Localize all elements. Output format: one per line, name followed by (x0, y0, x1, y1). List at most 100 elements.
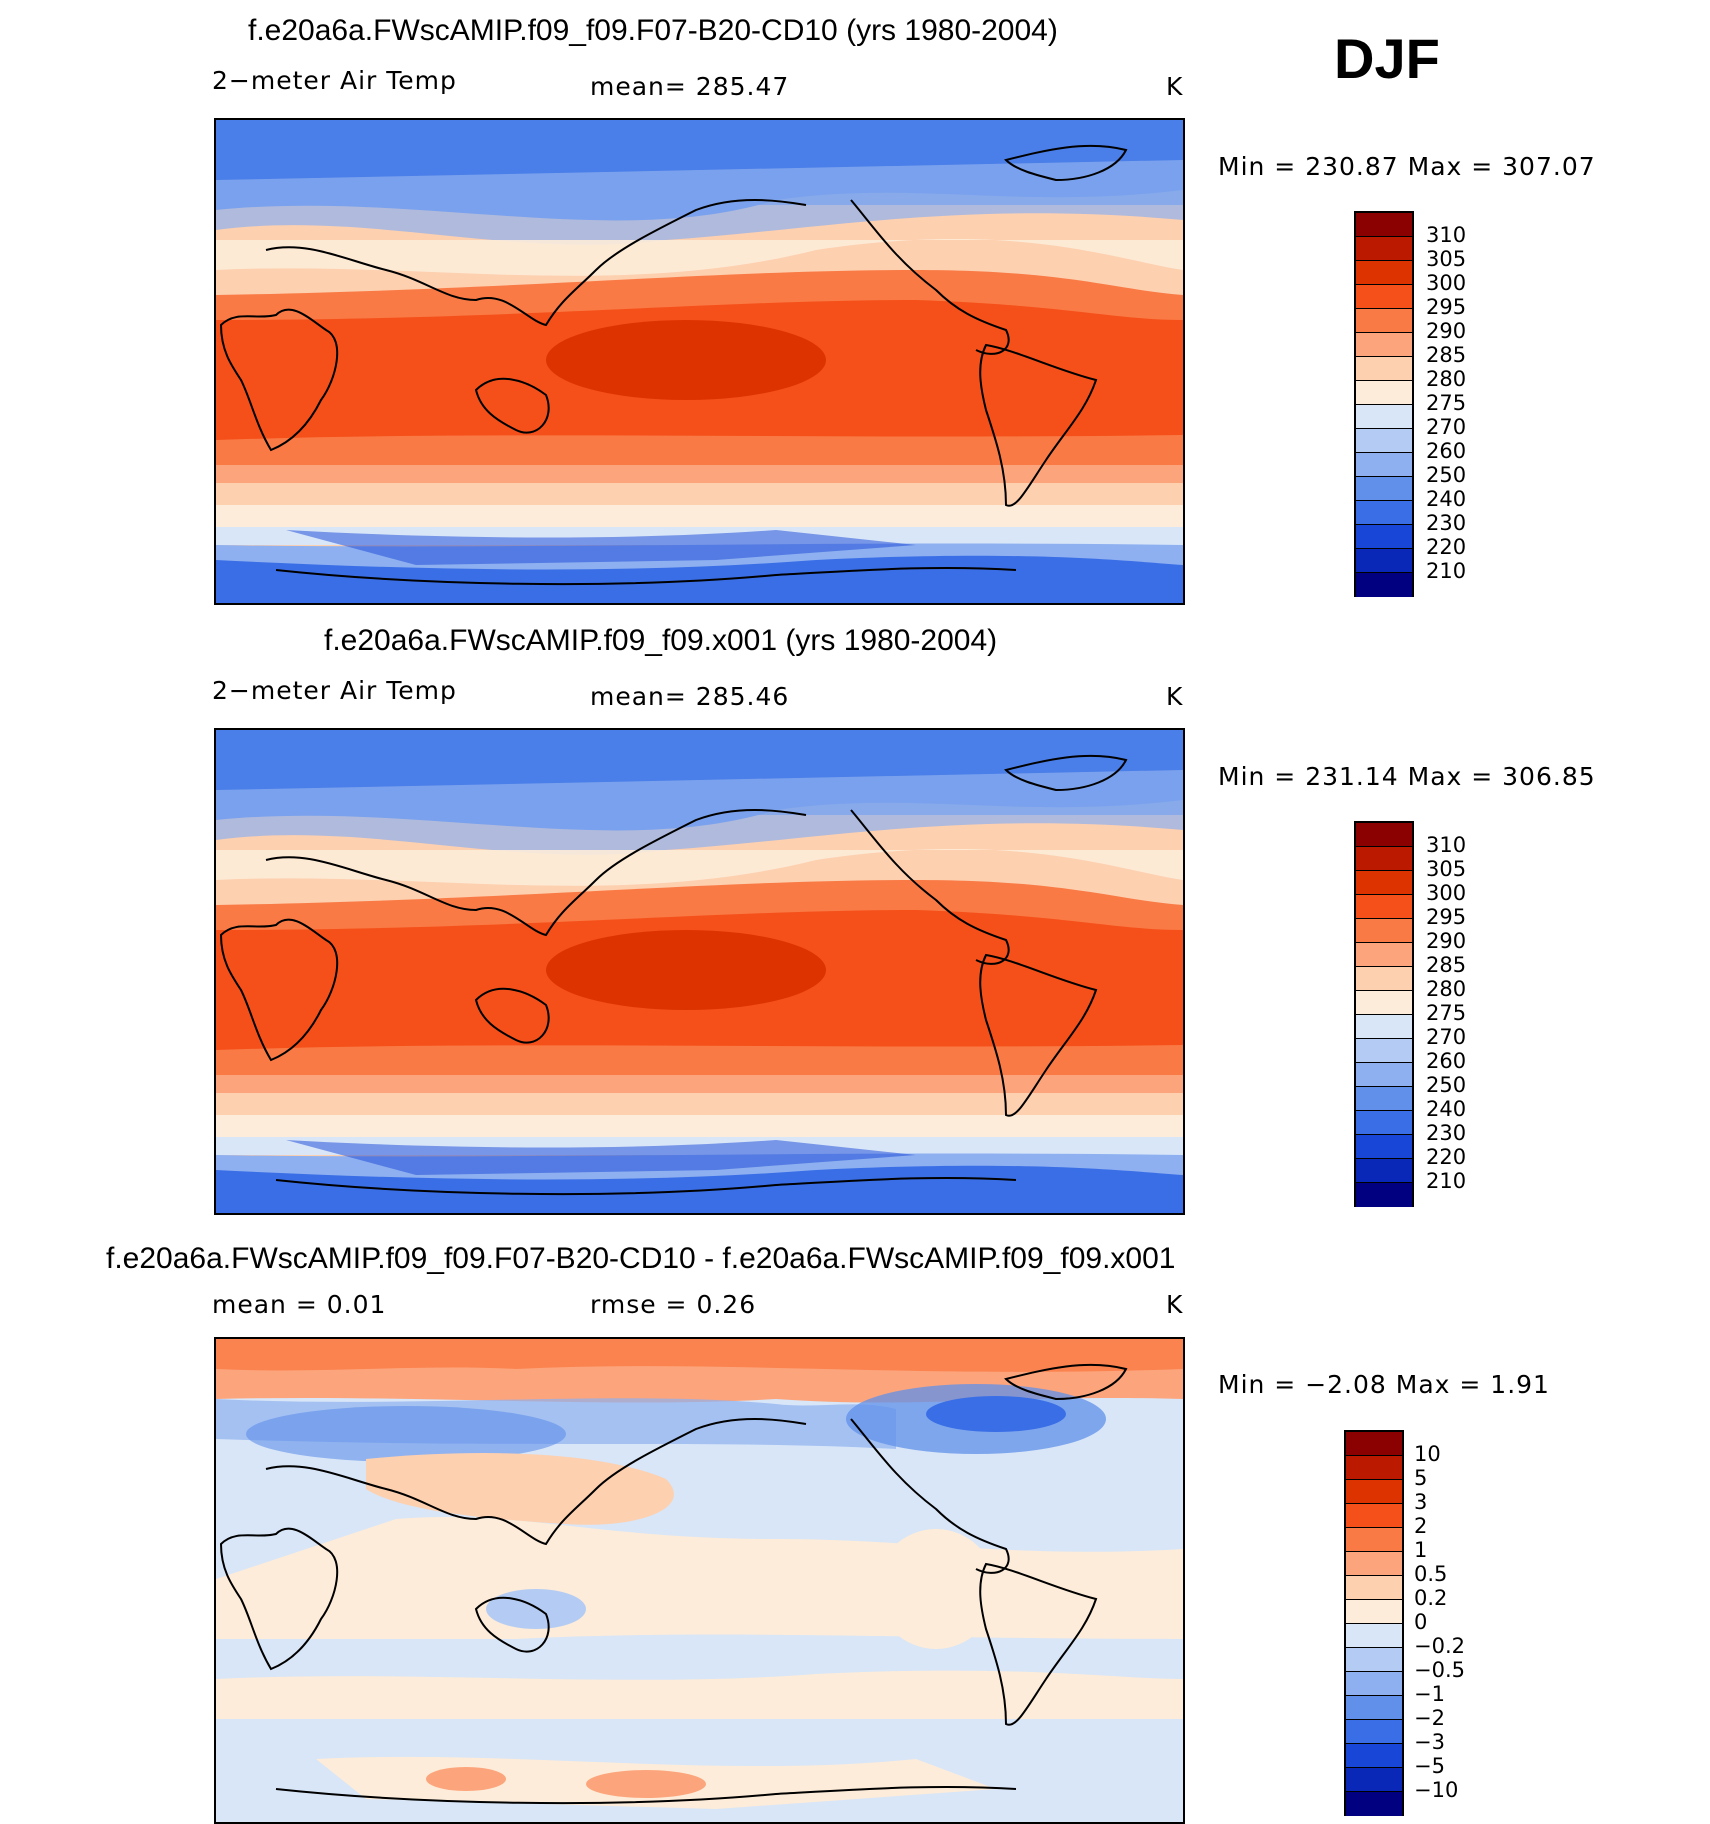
colorbar-segment (1346, 1456, 1402, 1480)
panel-2-mean: mean= 285.46 (590, 682, 790, 711)
colorbar-segment (1356, 429, 1412, 453)
colorbar-segment (1346, 1600, 1402, 1624)
colorbar-segment (1356, 1063, 1412, 1087)
colorbar-tick-label: 270 (1426, 1025, 1467, 1049)
colorbar-tick-label: 305 (1426, 857, 1467, 881)
colorbar-tick-label: 250 (1426, 1073, 1467, 1097)
colorbar-tick-label: −0.5 (1414, 1658, 1465, 1682)
colorbar-tick-label: 240 (1426, 1097, 1467, 1121)
colorbar-segment (1356, 333, 1412, 357)
colorbar-segment (1356, 1111, 1412, 1135)
colorbar-tick-label: 280 (1426, 977, 1467, 1001)
colorbar-tick-label: 0.5 (1414, 1562, 1448, 1586)
colorbar-tick-label: 3 (1414, 1490, 1428, 1514)
colorbar-tick-label: 295 (1426, 295, 1467, 319)
colorbar-segment (1356, 823, 1412, 847)
colorbar-tick-label: 230 (1426, 511, 1467, 535)
colorbar-segment (1356, 453, 1412, 477)
colorbar-segment (1356, 357, 1412, 381)
colorbar-tick-label: 310 (1426, 833, 1467, 857)
panel-2-minmax: Min = 231.14 Max = 306.85 (1218, 762, 1596, 791)
colorbar-segment (1356, 1159, 1412, 1183)
panel-1-minmax: Min = 230.87 Max = 307.07 (1218, 152, 1596, 181)
colorbar-segment (1356, 1039, 1412, 1063)
panel-1-map (214, 118, 1185, 605)
colorbar-tick-label: 270 (1426, 415, 1467, 439)
colorbar-tick-label: −2 (1414, 1706, 1445, 1730)
colorbar-segment (1346, 1768, 1402, 1792)
colorbar-segment (1346, 1624, 1402, 1648)
colorbar-tick-label: 300 (1426, 271, 1467, 295)
colorbar-segment (1356, 847, 1412, 871)
colorbar-tick-label: 260 (1426, 439, 1467, 463)
colorbar-tick-label: 240 (1426, 487, 1467, 511)
colorbar-tick-label: 260 (1426, 1049, 1467, 1073)
panel-3-minmax: Min = −2.08 Max = 1.91 (1218, 1370, 1550, 1399)
panel-3-map (214, 1337, 1185, 1824)
panel-1-colorbar-labels: 310 305 300 295 290 285 280 275 270 260 … (1426, 223, 1466, 583)
colorbar-segment (1346, 1696, 1402, 1720)
colorbar-segment (1356, 871, 1412, 895)
panel-2-colorbar-labels: 310 305 300 295 290 285 280 275 270 260 … (1426, 833, 1466, 1193)
colorbar-tick-label: 220 (1426, 1145, 1467, 1169)
panel-1-mean: mean= 285.47 (590, 72, 790, 101)
colorbar-tick-label: 275 (1426, 1001, 1467, 1025)
panel-2-map (214, 728, 1185, 1215)
panel-3-rmse: rmse = 0.26 (590, 1290, 757, 1319)
colorbar-tick-label: 220 (1426, 535, 1467, 559)
colorbar-segment (1346, 1504, 1402, 1528)
colorbar-segment (1346, 1552, 1402, 1576)
colorbar-segment (1346, 1720, 1402, 1744)
colorbar-segment (1356, 309, 1412, 333)
colorbar-tick-label: 310 (1426, 223, 1467, 247)
colorbar-tick-label: 210 (1426, 1169, 1467, 1193)
colorbar-tick-label: 5 (1414, 1466, 1428, 1490)
panel-3-colorbar-labels: 10 5 3 2 1 0.5 0.2 0 −0.2 −0.5 −1 −2 −3 … (1414, 1442, 1465, 1802)
panel-3-title: f.e20a6a.FWscAMIP.f09_f09.F07-B20-CD10 -… (106, 1242, 1176, 1275)
colorbar-tick-label: 275 (1426, 391, 1467, 415)
colorbar-tick-label: 290 (1426, 319, 1467, 343)
colorbar-segment (1346, 1576, 1402, 1600)
colorbar-tick-label: −3 (1414, 1730, 1445, 1754)
colorbar-segment (1356, 573, 1412, 597)
colorbar-segment (1356, 381, 1412, 405)
colorbar-segment (1356, 237, 1412, 261)
colorbar-tick-label: 1 (1414, 1538, 1428, 1562)
panel-1-variable: 2−meter Air Temp (212, 66, 457, 95)
colorbar-tick-label: 295 (1426, 905, 1467, 929)
colorbar-segment (1356, 549, 1412, 573)
colorbar-tick-label: 300 (1426, 881, 1467, 905)
colorbar-tick-label: 0.2 (1414, 1586, 1448, 1610)
colorbar-segment (1356, 991, 1412, 1015)
colorbar-tick-label: 10 (1414, 1442, 1441, 1466)
colorbar-segment (1356, 261, 1412, 285)
colorbar-tick-label: 280 (1426, 367, 1467, 391)
colorbar-tick-label: 210 (1426, 559, 1467, 583)
colorbar-segment (1356, 525, 1412, 549)
colorbar-tick-label: −1 (1414, 1682, 1445, 1706)
colorbar-tick-label: −10 (1414, 1778, 1459, 1802)
season-label: DJF (1334, 27, 1440, 90)
colorbar-segment (1356, 1183, 1412, 1207)
panel-1-colorbar (1354, 211, 1414, 597)
colorbar-segment (1356, 405, 1412, 429)
panel-2-title: f.e20a6a.FWscAMIP.f09_f09.x001 (yrs 1980… (324, 624, 998, 657)
panel-1-units: K (1166, 72, 1184, 101)
colorbar-segment (1346, 1744, 1402, 1768)
colorbar-tick-label: 250 (1426, 463, 1467, 487)
panel-3-mean: mean = 0.01 (212, 1290, 387, 1319)
panel-3-colorbar (1344, 1430, 1404, 1816)
colorbar-tick-label: 0 (1414, 1610, 1428, 1634)
colorbar-segment (1356, 501, 1412, 525)
colorbar-segment (1346, 1672, 1402, 1696)
colorbar-segment (1356, 213, 1412, 237)
colorbar-tick-label: 285 (1426, 343, 1467, 367)
colorbar-segment (1356, 919, 1412, 943)
panel-2-variable: 2−meter Air Temp (212, 676, 457, 705)
colorbar-tick-label: 230 (1426, 1121, 1467, 1145)
panel-1-title: f.e20a6a.FWscAMIP.f09_f09.F07-B20-CD10 (… (248, 14, 1058, 47)
colorbar-segment (1356, 895, 1412, 919)
colorbar-segment (1356, 1135, 1412, 1159)
colorbar-segment (1356, 943, 1412, 967)
panel-3-units: K (1166, 1290, 1184, 1319)
